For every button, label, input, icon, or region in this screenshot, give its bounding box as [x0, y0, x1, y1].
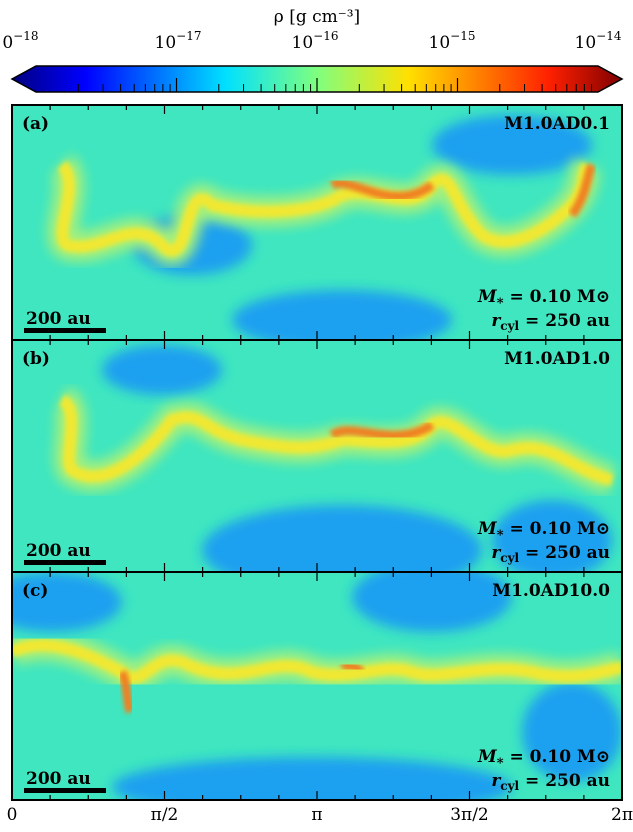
symbol: r: [491, 771, 501, 791]
x-tick-label: 0: [7, 805, 18, 825]
scale-bar-label: 200 au: [26, 769, 91, 789]
x-tick-label: π: [311, 805, 322, 825]
colorbar-tick-label: 10−17: [155, 29, 202, 53]
model-name: M1.0AD0.1: [504, 114, 610, 134]
value: = 250 au: [519, 311, 610, 331]
low-density-region: [492, 500, 612, 572]
cylinder-radius: rcyl = 250 au: [491, 543, 610, 565]
density-map: [12, 340, 622, 572]
cylinder-radius: rcyl = 250 au: [491, 311, 610, 333]
dense-core: [568, 162, 597, 218]
symbol: M: [477, 287, 498, 307]
panel-label: (a): [22, 114, 49, 134]
subscript: cyl: [500, 551, 519, 565]
low-density-region: [232, 290, 452, 340]
stellar-mass: M* = 0.10 M⊙: [477, 747, 610, 771]
x-tick-label: 3π/2: [450, 805, 489, 825]
panel-label: (c): [22, 581, 48, 601]
value: = 250 au: [519, 771, 610, 791]
low-density-region: [432, 115, 592, 175]
model-name: M1.0AD10.0: [492, 581, 610, 601]
tick-exponent: −15: [450, 29, 475, 43]
low-density-region: [522, 682, 622, 782]
tick-exponent: −18: [13, 29, 38, 43]
symbol: M: [477, 747, 498, 767]
filament: [58, 394, 614, 486]
subscript: cyl: [500, 319, 519, 333]
subscript: *: [497, 528, 504, 543]
subscript: cyl: [500, 779, 519, 793]
density-map: [12, 105, 622, 340]
scale-bar-label: 200 au: [26, 309, 91, 329]
low-density-region: [202, 505, 482, 572]
x-tick-label: π/2: [151, 805, 179, 825]
subscript: *: [497, 296, 504, 311]
low-density-region: [352, 572, 512, 632]
panel-label: (b): [22, 349, 50, 369]
filament: [56, 160, 593, 257]
x-tick-label: 2π: [611, 805, 633, 825]
cylinder-radius: rcyl = 250 au: [491, 771, 610, 793]
symbol: r: [491, 543, 501, 563]
filament: [12, 639, 622, 684]
scale-bar: [24, 788, 106, 793]
low-density-region: [112, 757, 512, 800]
tick-base: 10: [0, 33, 13, 53]
value: = 250 au: [519, 543, 610, 563]
density-map: [12, 572, 622, 800]
tick-base: 10: [429, 33, 451, 53]
tick-exponent: −16: [313, 29, 338, 43]
symbol: r: [491, 311, 501, 331]
value: = 0.10 M⊙: [504, 747, 610, 767]
colorbar-tick-label: 10−14: [575, 29, 622, 53]
stellar-mass: M* = 0.10 M⊙: [477, 287, 610, 311]
symbol: M: [477, 519, 498, 539]
subscript: *: [497, 756, 504, 771]
colorbar-tick-label: 10−16: [292, 29, 339, 53]
stellar-mass: M* = 0.10 M⊙: [477, 519, 610, 543]
colorbar-tick-label: 10−18: [0, 29, 38, 53]
tick-exponent: −14: [596, 29, 622, 43]
low-density-region: [102, 345, 222, 395]
tick-base: 10: [575, 33, 597, 53]
dense-core: [339, 661, 366, 673]
value: = 0.10 M⊙: [504, 519, 610, 539]
dense-core: [329, 421, 435, 440]
colorbar-label: ρ [g cm⁻³]: [274, 7, 360, 27]
dense-core: [117, 669, 135, 714]
tick-base: 10: [292, 33, 314, 53]
value: = 0.10 M⊙: [504, 287, 610, 307]
scale-bar: [24, 328, 106, 333]
dense-core: [329, 178, 435, 201]
model-name: M1.0AD1.0: [504, 349, 610, 369]
scale-bar: [24, 560, 106, 565]
tick-base: 10: [155, 33, 177, 53]
low-density-region: [12, 572, 122, 632]
tick-exponent: −17: [176, 29, 201, 43]
colorbar-tick-label: 10−15: [429, 29, 476, 53]
scale-bar-label: 200 au: [26, 541, 91, 561]
